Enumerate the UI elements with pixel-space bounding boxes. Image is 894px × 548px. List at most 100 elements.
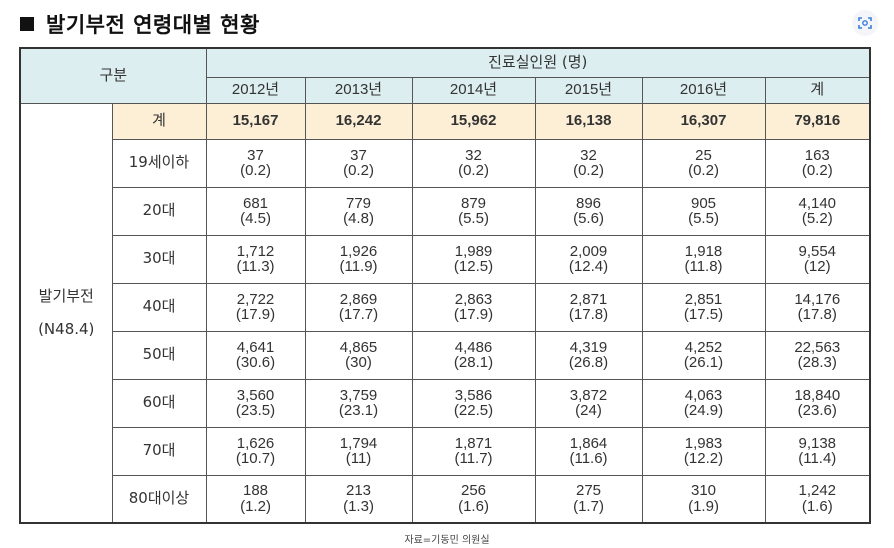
data-cell: 22,563 (28.3) bbox=[764, 330, 871, 380]
percent-share: (24) bbox=[575, 402, 602, 419]
data-cell: 275 (1.7) bbox=[534, 474, 643, 524]
patient-count: 1,989 bbox=[454, 242, 493, 260]
page-title: 발기부전 연령대별 현황 bbox=[20, 9, 260, 39]
data-cell: 25 (0.2) bbox=[641, 138, 766, 188]
percent-share: (11.9) bbox=[339, 258, 378, 275]
row-label: 계 bbox=[111, 102, 207, 140]
percent-share: (1.6) bbox=[801, 497, 833, 515]
patient-count: 15,962 bbox=[450, 112, 497, 130]
data-cell: 37 (0.2) bbox=[304, 138, 413, 188]
patient-count: 779 bbox=[346, 194, 372, 212]
data-cell: 2,009 (12.4) bbox=[534, 234, 643, 284]
patient-count: 14,176 bbox=[794, 290, 841, 308]
percent-share: (26.8) bbox=[568, 354, 609, 371]
patient-count: 37 bbox=[247, 146, 264, 164]
table-row: 30대 1,712 (11.3) 1,926 (11.9) 1,989 (12.5) 2,00… bbox=[20, 234, 871, 284]
row-label: 70대 bbox=[111, 426, 207, 476]
data-cell: 1,871 (11.7) bbox=[411, 426, 536, 476]
patient-count: 32 bbox=[465, 146, 482, 164]
row-label: 30대 bbox=[111, 234, 207, 284]
percent-share: (17.9) bbox=[453, 306, 494, 323]
year-header: 2012년 bbox=[205, 76, 306, 104]
percent-share: (17.5) bbox=[683, 306, 724, 323]
row-label: 60대 bbox=[111, 378, 207, 428]
patient-count: 32 bbox=[580, 146, 597, 164]
square-bullet-icon bbox=[20, 17, 34, 31]
data-cell: 896 (5.6) bbox=[534, 186, 643, 236]
percent-share: (11.4) bbox=[798, 450, 837, 467]
percent-share: (5.2) bbox=[801, 210, 833, 227]
percent-share: (4.8) bbox=[343, 210, 374, 227]
patient-count: 1,242 bbox=[798, 482, 837, 500]
data-cell: 213 (1.3) bbox=[304, 474, 413, 524]
percent-share: (1.6) bbox=[458, 497, 489, 515]
group-label-code: (N48.4) bbox=[38, 319, 95, 338]
data-cell: 14,176 (17.8) bbox=[764, 282, 871, 332]
percent-share: (17.8) bbox=[568, 306, 609, 323]
percent-share: (11.7) bbox=[454, 450, 493, 467]
row-label: 20대 bbox=[111, 186, 207, 236]
percent-share: (17.7) bbox=[338, 306, 379, 323]
patient-count: 4,865 bbox=[339, 338, 378, 356]
data-cell: 2,851 (17.5) bbox=[641, 282, 766, 332]
patient-count: 3,759 bbox=[339, 386, 378, 404]
patient-count: 275 bbox=[576, 482, 602, 500]
data-cell: 1,983 (12.2) bbox=[641, 426, 766, 476]
row-label: 40대 bbox=[111, 282, 207, 332]
data-cell: 1,242 (1.6) bbox=[764, 474, 871, 524]
data-cell: 1,794 (11) bbox=[304, 426, 413, 476]
data-cell: 16,307 bbox=[641, 102, 766, 140]
percent-share: (11.6) bbox=[569, 450, 608, 467]
percent-share: (30) bbox=[345, 354, 372, 371]
lens-search-icon[interactable] bbox=[852, 10, 878, 36]
percent-share: (12.2) bbox=[683, 450, 724, 467]
group-label-name: 발기부전 bbox=[38, 286, 94, 305]
patient-count: 18,840 bbox=[794, 386, 841, 404]
patient-count: 256 bbox=[461, 482, 487, 500]
data-cell: 15,962 bbox=[411, 102, 536, 140]
patient-count: 15,167 bbox=[232, 112, 279, 130]
percent-share: (11) bbox=[345, 450, 372, 467]
stats-table: 구분 진료실인원 (명) 2012년 2013년 2014년 2015년 2016년 계 … bbox=[19, 47, 872, 524]
patient-count: 2,722 bbox=[236, 290, 275, 308]
data-cell: 3,560 (23.5) bbox=[205, 378, 306, 428]
row-label: 80대이상 bbox=[111, 474, 207, 524]
data-cell: 4,641 (30.6) bbox=[205, 330, 306, 380]
patient-count: 25 bbox=[695, 146, 712, 164]
percent-share: (28.3) bbox=[797, 354, 837, 371]
patient-count: 4,486 bbox=[454, 338, 493, 356]
percent-share: (1.3) bbox=[343, 497, 374, 515]
percent-share: (0.2) bbox=[458, 162, 489, 179]
percent-share: (12.5) bbox=[453, 258, 494, 275]
data-cell: 2,722 (17.9) bbox=[205, 282, 306, 332]
percent-share: (22.5) bbox=[453, 402, 494, 419]
percent-share: (1.2) bbox=[240, 497, 271, 515]
percent-share: (11.8) bbox=[684, 258, 723, 275]
data-cell: 1,989 (12.5) bbox=[411, 234, 536, 284]
percent-share: (0.2) bbox=[240, 162, 271, 179]
patient-count: 9,138 bbox=[798, 434, 837, 452]
percent-share: (26.1) bbox=[683, 354, 724, 371]
patient-count: 879 bbox=[461, 194, 487, 212]
patient-count: 310 bbox=[691, 482, 717, 500]
data-cell: 779 (4.8) bbox=[304, 186, 413, 236]
patient-count: 16,242 bbox=[335, 112, 382, 130]
data-cell: 2,869 (17.7) bbox=[304, 282, 413, 332]
percent-share: (1.9) bbox=[688, 497, 719, 515]
patient-count: 2,869 bbox=[339, 290, 378, 308]
data-cell: 2,863 (17.9) bbox=[411, 282, 536, 332]
data-cell: 1,626 (10.7) bbox=[205, 426, 306, 476]
percent-share: (12) bbox=[803, 258, 831, 275]
percent-share: (0.2) bbox=[573, 162, 604, 179]
year-header: 2015년 bbox=[534, 76, 643, 104]
data-cell: 2,871 (17.8) bbox=[534, 282, 643, 332]
percent-share: (5.6) bbox=[573, 210, 604, 227]
year-header: 2014년 bbox=[411, 76, 536, 104]
percent-share: (17.9) bbox=[235, 306, 276, 323]
patient-count: 163 bbox=[804, 146, 830, 164]
percent-share: (17.8) bbox=[797, 306, 837, 323]
table-row: 70대 1,626 (10.7) 1,794 (11) 1,871 (11.7) 1,864(… bbox=[20, 426, 871, 476]
patient-count: 2,863 bbox=[454, 290, 493, 308]
category-header: 구분 bbox=[19, 47, 207, 104]
data-cell: 16,138 bbox=[534, 102, 643, 140]
